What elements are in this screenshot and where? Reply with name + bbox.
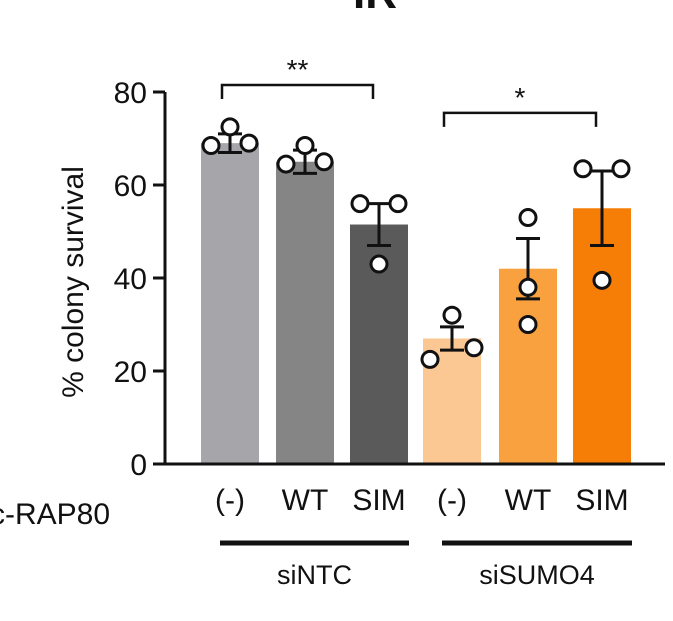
data-point-0-1	[239, 133, 259, 153]
category-label-4: WT	[505, 484, 552, 517]
bar-0	[201, 143, 259, 464]
data-point-0-0	[201, 135, 221, 155]
data-point-1-0	[276, 154, 296, 174]
data-point-3-2	[442, 305, 462, 325]
data-point-5-1	[573, 159, 593, 179]
category-label-1: WT	[282, 484, 329, 517]
data-point-4-1	[518, 277, 538, 297]
row-label: c-RAP80	[0, 498, 110, 531]
data-point-3-1	[464, 338, 484, 358]
group-brackets: siNTC siSUMO4	[220, 540, 632, 590]
data-point-2-0	[350, 194, 370, 214]
y-tick-label-40: 40	[114, 263, 147, 296]
bars-layer	[201, 143, 631, 464]
bar-4	[499, 268, 557, 464]
data-point-3-0	[420, 349, 440, 369]
data-point-1-1	[314, 152, 334, 172]
category-label-3: (-)	[437, 484, 467, 517]
significance-bracket-1: *	[442, 82, 598, 127]
error-bar-5	[590, 169, 614, 247]
category-label-0: (-)	[215, 484, 245, 517]
error-bar-2	[367, 202, 391, 247]
category-label-5: SIM	[575, 484, 628, 517]
x-axis-labels: (-) WT SIM (-) WT SIM	[215, 484, 629, 517]
y-tick-label-20: 20	[114, 356, 147, 389]
chart-title: IR	[353, 0, 397, 18]
data-point-5-2	[611, 159, 631, 179]
data-point-2-1	[388, 194, 408, 214]
data-point-1-2	[295, 135, 315, 155]
data-point-2-2	[369, 254, 389, 274]
bar-5	[573, 208, 631, 464]
data-point-5-0	[592, 270, 612, 290]
data-points-layer	[201, 117, 631, 369]
y-tick-label-0: 0	[130, 449, 147, 482]
data-point-4-0	[518, 315, 538, 334]
significance-label-1: *	[515, 82, 526, 113]
data-point-4-2	[518, 208, 538, 228]
bar-1	[276, 161, 334, 464]
y-tick-label-80: 80	[114, 77, 147, 110]
error-bar-3	[440, 325, 464, 352]
y-axis-label: % colony survival	[57, 166, 90, 398]
significance-bracket-0: **	[220, 54, 375, 100]
data-point-0-2	[220, 117, 240, 137]
y-axis: 0 20 40 60 80	[114, 77, 665, 482]
significance-layer: ***	[220, 54, 598, 127]
y-tick-label-60: 60	[114, 170, 147, 203]
group-label-1: siSUMO4	[479, 560, 595, 590]
category-label-2: SIM	[352, 484, 405, 517]
group-label-0: siNTC	[277, 560, 352, 590]
significance-label-0: **	[287, 54, 309, 85]
